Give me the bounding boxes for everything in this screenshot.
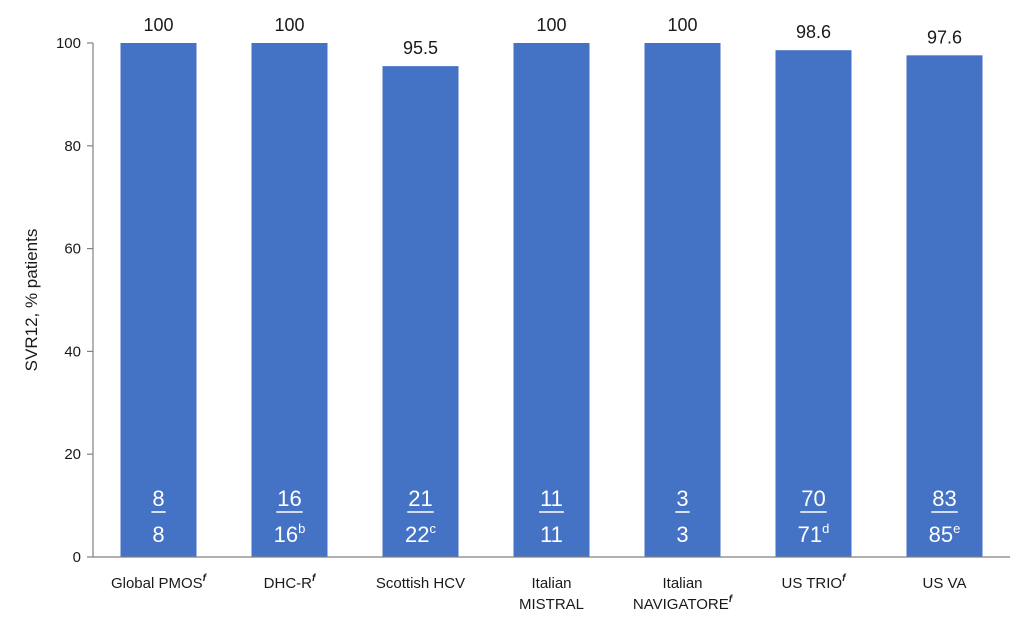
bar-value-label: 100 — [667, 15, 697, 35]
y-tick-label: 40 — [64, 343, 81, 360]
bar-value-label: 97.6 — [927, 27, 962, 47]
fraction-numerator: 3 — [676, 486, 688, 511]
x-label-footnote: f — [312, 573, 317, 584]
fraction-denominator: 3 — [676, 522, 688, 547]
bar — [906, 55, 983, 557]
x-tick-label: DHC-Rf — [264, 573, 317, 592]
x-label-footnote: f — [729, 594, 734, 605]
bar-value-label: 100 — [274, 15, 304, 35]
x-tick-label: Italian — [662, 575, 702, 592]
fraction-numerator: 70 — [801, 486, 825, 511]
fraction-footnote: b — [298, 521, 305, 536]
fraction-footnote: e — [953, 521, 960, 536]
fraction-numerator: 16 — [277, 486, 301, 511]
bar — [775, 50, 852, 558]
x-tick-label: Global PMOSf — [111, 573, 208, 592]
fraction-numerator: 83 — [932, 486, 956, 511]
bar — [644, 43, 721, 557]
bar — [251, 43, 328, 557]
bar-value-label: 95.5 — [403, 38, 438, 58]
y-axis-title: SVR12, % patients — [22, 229, 41, 372]
x-tick-label: Scottish HCV — [376, 575, 465, 592]
y-tick-label: 0 — [73, 549, 81, 566]
fraction-numerator: 8 — [152, 486, 164, 511]
y-tick-label: 60 — [64, 241, 81, 258]
y-tick-label: 100 — [56, 35, 81, 52]
x-tick-label: US TRIOf — [782, 573, 848, 592]
fraction-denominator: 11 — [540, 522, 563, 547]
bar-value-label: 98.6 — [796, 22, 831, 42]
x-tick-label: NAVIGATOREf — [633, 594, 734, 613]
y-tick-label: 80 — [64, 138, 81, 155]
bar — [120, 43, 197, 557]
x-tick-label: US VA — [923, 575, 967, 592]
bar-value-label: 100 — [143, 15, 173, 35]
bar-value-label: 100 — [536, 15, 566, 35]
x-label-footnote: f — [203, 573, 208, 584]
fraction-footnote: d — [822, 521, 829, 536]
x-tick-label: Italian — [531, 575, 571, 592]
fraction-numerator: 21 — [408, 486, 432, 511]
x-label-footnote: f — [842, 573, 847, 584]
bar — [382, 66, 459, 557]
fraction-footnote: c — [429, 521, 436, 536]
x-tick-label: MISTRAL — [519, 596, 584, 613]
bar — [513, 43, 590, 557]
x-axis: Global PMOSf DHC-Rf Scottish HCV Italian MIS… — [93, 556, 1010, 613]
fraction-denominator: 8 — [152, 522, 164, 547]
bars-group: 100881001616b95.52122c10011111003398.670… — [120, 15, 983, 558]
fraction-numerator: 11 — [540, 486, 563, 511]
y-axis: 0 20 40 60 80 100 — [56, 35, 94, 566]
y-tick-label: 20 — [64, 446, 81, 463]
